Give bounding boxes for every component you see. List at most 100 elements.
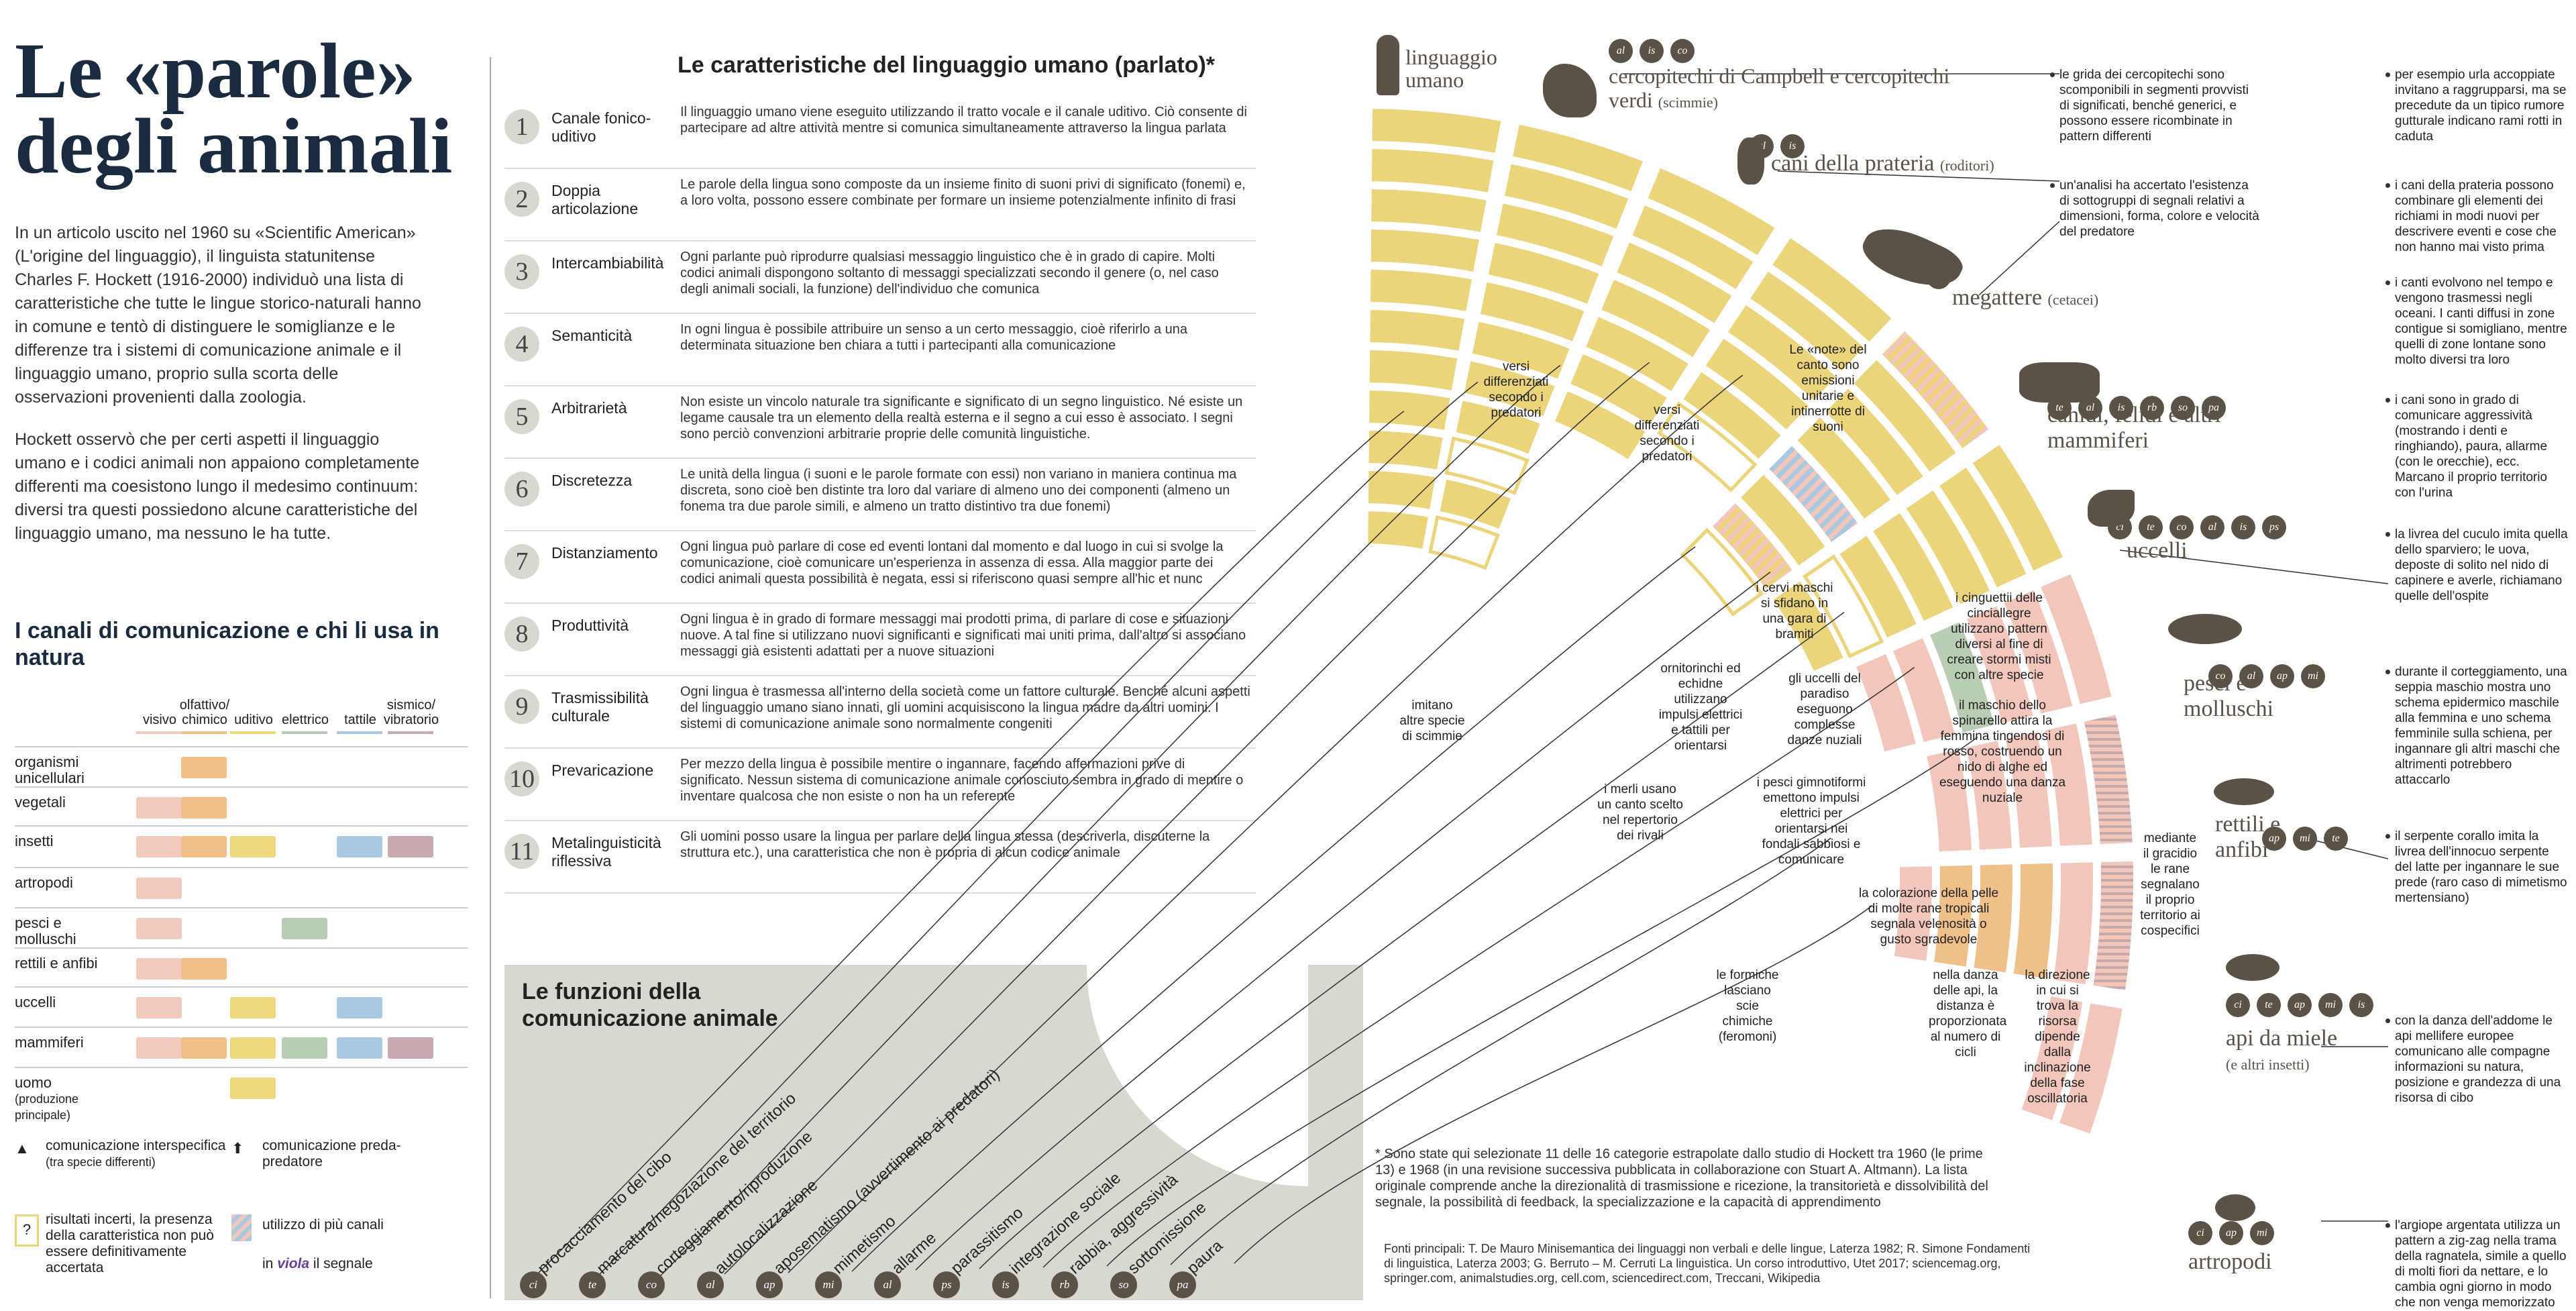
footnote: * Sono state qui selezionate 11 delle 16…: [1375, 1147, 1988, 1210]
inner-note: versi differenziati secondo i predatori: [1483, 360, 1549, 420]
characteristic-number: 4: [504, 327, 539, 362]
channel-row: insetti: [15, 825, 468, 864]
characteristic-row: 8 Produttività Ogni lingua è in grado di f…: [504, 605, 1256, 676]
group-code-badge: al: [2200, 515, 2224, 539]
fan-segment: [1365, 468, 1439, 513]
predator-prey-icon: ⬆: [231, 1140, 244, 1157]
fan-segment: [1477, 279, 1588, 345]
channel-cell: [337, 1037, 382, 1059]
channel-header-rule: [337, 731, 382, 734]
connector-line: [724, 362, 1650, 1275]
characteristic-name: Trasmissibilità culturale: [551, 689, 649, 725]
fan-segment: [1680, 368, 1785, 463]
legend-violet-pre: in: [262, 1256, 274, 1271]
fan-segment: [1702, 335, 1813, 433]
connector-line: [533, 411, 1405, 1279]
fan-segment: [1963, 602, 2037, 727]
connector-line: [979, 611, 1845, 1269]
note-bullet: [2385, 398, 2390, 403]
fan-segment: [1768, 234, 1895, 346]
group-code-badge: al: [1609, 39, 1633, 63]
group-code-badge: ap: [2288, 993, 2312, 1017]
channel-cell: [337, 997, 382, 1018]
group-code-badge: is: [2349, 993, 2373, 1017]
characteristic-row: 1 Canale fonico-uditivo Il linguaggio uman…: [504, 97, 1256, 169]
group-code-badge: is: [1780, 134, 1805, 158]
fan-segment: [1501, 160, 1632, 233]
inner-note: le formiche lasciano scie chimiche (fero…: [1716, 968, 1779, 1044]
inner-note: la colorazione della pelle di molte rane…: [1858, 886, 1999, 947]
characteristic-description: Ogni lingua è in grado di formare messag…: [680, 612, 1246, 659]
intro-paragraph-1: In un articolo uscito nel 1960 su «Scien…: [15, 223, 421, 407]
fan-segment: [1452, 397, 1544, 458]
channel-header-rule: [181, 731, 227, 734]
inner-note: ornitorinchi ed echidne utilizzano impul…: [1658, 662, 1743, 753]
group-humpbacks: megattere (cetacei): [1952, 285, 2234, 311]
group-code-badge: is: [2231, 515, 2255, 539]
channel-cell: [181, 958, 227, 980]
fan-segment: [2010, 860, 2055, 982]
title-line-1: Le «parole»: [15, 27, 416, 115]
characteristic-number: 5: [504, 399, 539, 434]
prairie-dog-icon: [1737, 138, 1764, 185]
channel-row-label: uomo (produzione principale): [15, 1075, 115, 1123]
characteristic-number: 3: [504, 254, 539, 289]
group-prairie-dogs-sub: (roditori): [1940, 157, 1994, 174]
characteristic-number: 7: [504, 544, 539, 579]
group-code-badge: ci: [2226, 993, 2250, 1017]
channel-cell: [136, 878, 182, 899]
channel-cell: [282, 1037, 327, 1059]
fan-segment: [1878, 327, 1992, 452]
fan-segment: [1935, 464, 2030, 591]
fan-segment: [1369, 106, 1504, 156]
fan-segment: [1436, 476, 1515, 533]
characteristic-number: 8: [504, 617, 539, 651]
fan-segment: [1644, 164, 1778, 259]
group-code-badge: ap: [2270, 664, 2294, 688]
note-bullet: [2385, 183, 2390, 188]
characteristic-description: Ogni parlante può riprodurre qualsiasi m…: [680, 250, 1219, 297]
right-note: la livrea del cuculo imita quella dello …: [2395, 527, 2568, 603]
characteristic-description: Gli uomini posso usare la lingua per par…: [680, 829, 1210, 860]
fan-segment: [2018, 993, 2086, 1124]
group-prairie-dogs: cani della prateria (roditori): [1771, 151, 2120, 176]
right-note: con la danza dell'addome le api mellifer…: [2395, 1014, 2561, 1105]
channel-cell: [136, 797, 182, 819]
channel-cell: [181, 757, 227, 778]
group-humpbacks-sub: (cetacei): [2047, 291, 2099, 308]
right-note: i cani sono in grado di comunicare aggre…: [2395, 393, 2548, 500]
legend-multichannel-label: utilizzo di più canali: [262, 1217, 384, 1233]
function-code-badge: ap: [756, 1271, 783, 1298]
fan-segment: [1746, 268, 1868, 375]
right-note: le grida dei cercopitechi sono scomponib…: [2059, 68, 2249, 144]
fan-segment: [1850, 356, 1960, 476]
right-note: i cani della prateria possono combinare …: [2395, 178, 2557, 254]
note-bullet: [2385, 280, 2390, 285]
striped-swatch-icon: [231, 1214, 252, 1241]
group-monkeys: cercopitechi di Campbell e cercopitechi …: [1609, 64, 1957, 115]
inner-note: i pesci gimnotiformi emettono impulsi el…: [1756, 776, 1866, 867]
group-arthropods: artropodi: [2188, 1249, 2272, 1274]
inner-note: la direzione in cui si trova la risorsa …: [2024, 968, 2091, 1106]
characteristic-description: Le parole della lingua sono composte da …: [680, 177, 1246, 208]
inner-note: nella danza delle api, la distanza è pro…: [1929, 968, 2007, 1059]
channel-header-rule: [230, 731, 276, 734]
fan-segment: [1365, 509, 1432, 552]
right-note: i canti evolvono nel tempo e vengono tra…: [2395, 276, 2567, 367]
function-code-badge: ci: [520, 1271, 547, 1298]
fan-segment: [1613, 239, 1735, 327]
group-code-badge: ap: [2262, 827, 2286, 851]
leader-line: [1978, 221, 2060, 296]
group-code-badge: rb: [2140, 396, 2164, 420]
characteristic-number: 11: [504, 834, 539, 869]
characteristic-number: 9: [504, 689, 539, 724]
fan-segment: [1469, 318, 1573, 382]
characteristic-name: Intercambiabilità: [551, 254, 664, 272]
uncertain-segment: [1444, 436, 1529, 495]
uncertain-segment: [1657, 401, 1758, 492]
note-bullet: [2385, 72, 2390, 77]
group-code-badge: co: [2169, 515, 2194, 539]
channel-cell: [337, 836, 382, 857]
channel-row: vegetali: [15, 786, 468, 825]
channel-row-label: organismi unicellulari: [15, 753, 85, 786]
